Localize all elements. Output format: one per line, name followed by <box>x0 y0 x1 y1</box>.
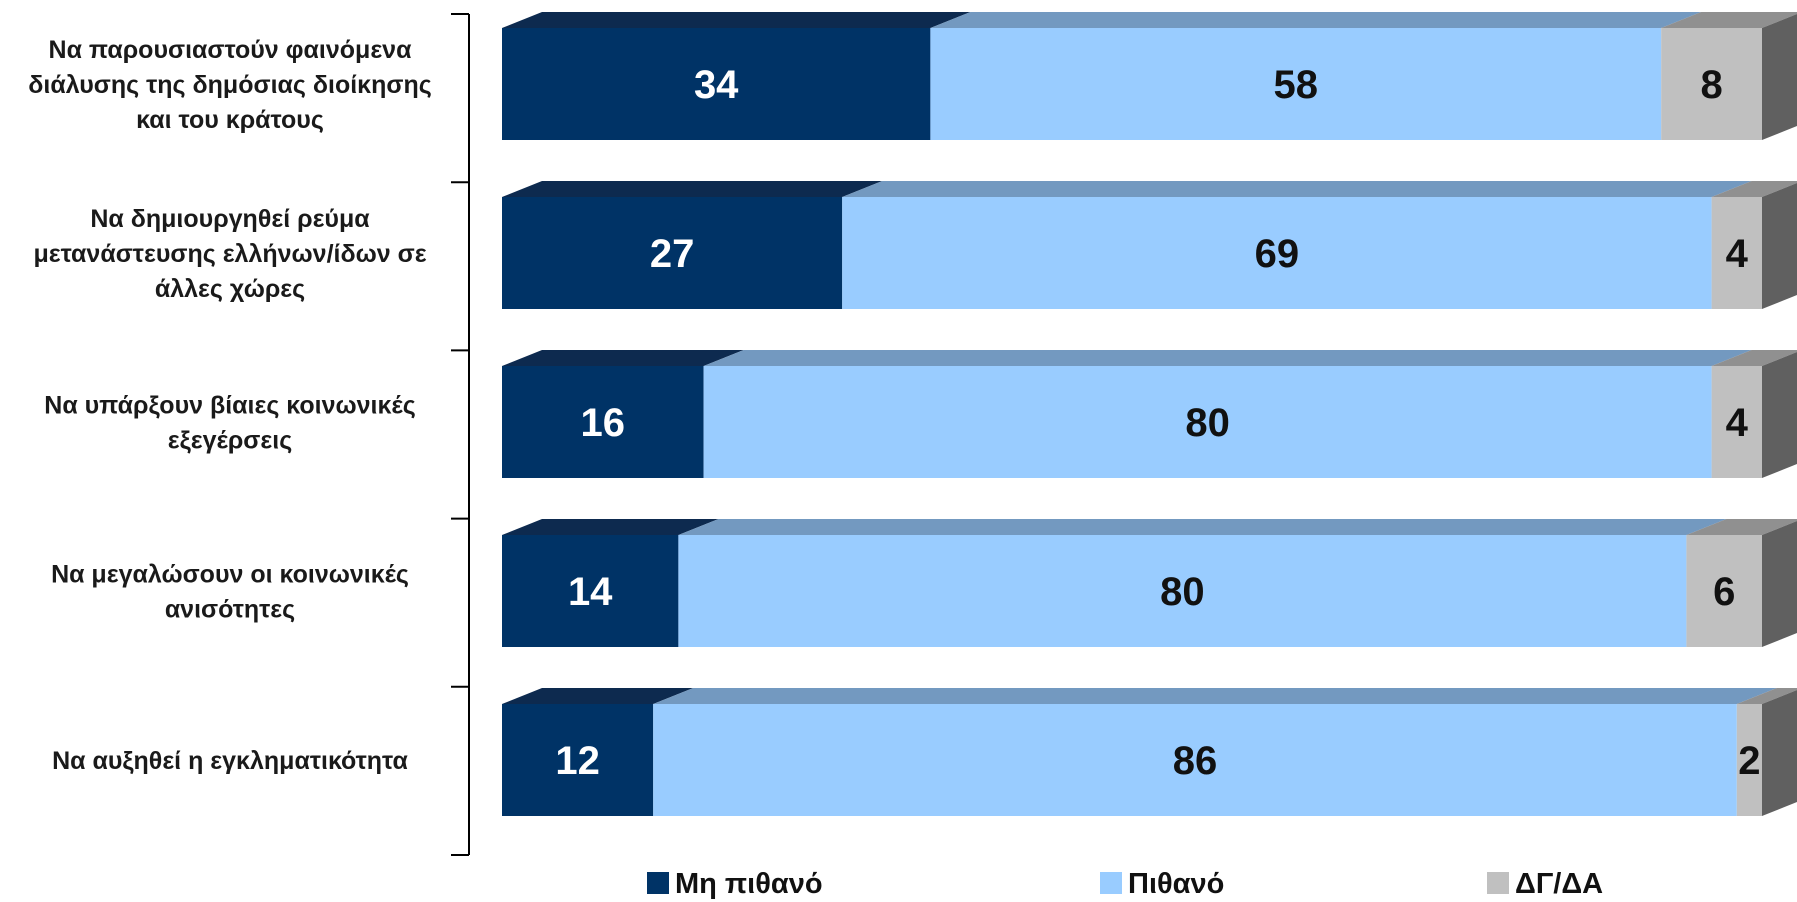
data-label: 12 <box>555 739 600 783</box>
bar-segment <box>502 535 679 647</box>
bar-side-face <box>1762 352 1797 478</box>
legend-label: ΔΓ/ΔΑ <box>1515 868 1603 900</box>
category-label: Να υπάρξουν βίαιες κοινωνικές εξεγέρσεις <box>44 392 415 455</box>
bar-top-face <box>502 688 694 704</box>
data-label: 27 <box>650 232 695 276</box>
bar-top-face <box>502 181 883 197</box>
data-label: 16 <box>581 401 626 445</box>
data-label: 86 <box>1173 739 1218 783</box>
legend-item: ΔΓ/ΔΑ <box>1487 868 1603 900</box>
category-label: Να παρουσιαστούν φαινόμενα διάλυσης της δ… <box>28 36 432 134</box>
bar-top-face <box>703 350 1752 366</box>
bar-segment <box>678 535 1687 647</box>
data-label: 34 <box>694 63 739 107</box>
category-label: Να μεγαλώσουν οι κοινωνικές ανισότητες <box>51 561 409 624</box>
data-label: 80 <box>1185 401 1230 445</box>
bar-segment <box>1711 366 1762 478</box>
bar-segment <box>502 704 654 816</box>
data-label: 8 <box>1700 63 1722 107</box>
bar-segment <box>502 197 843 309</box>
bar-row: 12 86 2 <box>502 688 1797 816</box>
legend-swatch <box>1487 872 1509 894</box>
legend-swatch <box>1100 872 1122 894</box>
category-label: Να αυξηθεί η εγκληματικότητα <box>52 747 408 775</box>
legend-swatch <box>647 872 669 894</box>
data-label: 69 <box>1255 232 1300 276</box>
legend-item: Πιθανό <box>1100 868 1224 900</box>
bar-segment <box>1686 535 1762 647</box>
bar-side-face <box>1762 14 1797 140</box>
bar-segment <box>1736 704 1762 816</box>
data-label: 58 <box>1274 63 1319 107</box>
legend-label: Πιθανό <box>1128 868 1224 900</box>
data-label: 4 <box>1726 232 1749 276</box>
bar-top-face <box>1686 519 1797 535</box>
bar-segment <box>703 366 1712 478</box>
bar-segment <box>1711 197 1762 309</box>
data-label: 14 <box>568 570 613 614</box>
bar-top-face <box>930 12 1702 28</box>
bar-top-face <box>502 350 744 366</box>
bar-top-face <box>502 519 719 535</box>
bar-side-face <box>1762 521 1797 647</box>
bar-row: 16 80 4 <box>502 350 1797 478</box>
bar-segment <box>502 28 931 140</box>
category-label: Να δημιουργηθεί ρεύμα μετανάστευσης ελλήν… <box>33 205 426 303</box>
category-axis <box>451 13 470 856</box>
legend-label: Μη πιθανό <box>675 868 823 900</box>
bar-row: 14 80 6 <box>502 519 1797 647</box>
bar-top-face <box>1711 350 1797 366</box>
legend-item: Μη πιθανό <box>647 868 823 900</box>
data-label: 80 <box>1160 570 1205 614</box>
bar-top-face <box>1661 12 1797 28</box>
data-label: 2 <box>1738 739 1760 783</box>
bar-top-face <box>1736 688 1797 704</box>
bar-side-face <box>1762 690 1797 816</box>
bars: 34 58 8 27 69 4 16 80 4 14 80 6 12 86 2 <box>502 12 1797 816</box>
bar-top-face <box>653 688 1777 704</box>
bar-row: 34 58 8 <box>502 12 1797 140</box>
bar-segment <box>930 28 1662 140</box>
bar-segment <box>1661 28 1762 140</box>
legend: Μη πιθανό Πιθανό ΔΓ/ΔΑ <box>647 868 1603 900</box>
bar-segment <box>502 366 704 478</box>
bar-top-face <box>678 519 1727 535</box>
data-label: 4 <box>1726 401 1749 445</box>
data-label: 6 <box>1713 570 1735 614</box>
bar-segment <box>842 197 1712 309</box>
bar-side-face <box>1762 183 1797 309</box>
bar-top-face <box>842 181 1752 197</box>
bar-top-face <box>502 12 971 28</box>
category-labels: Να παρουσιαστούν φαινόμενα διάλυσης της δ… <box>28 36 432 775</box>
bar-top-face <box>1711 181 1797 197</box>
bar-row: 27 69 4 <box>502 181 1797 309</box>
bar-segment <box>653 704 1737 816</box>
